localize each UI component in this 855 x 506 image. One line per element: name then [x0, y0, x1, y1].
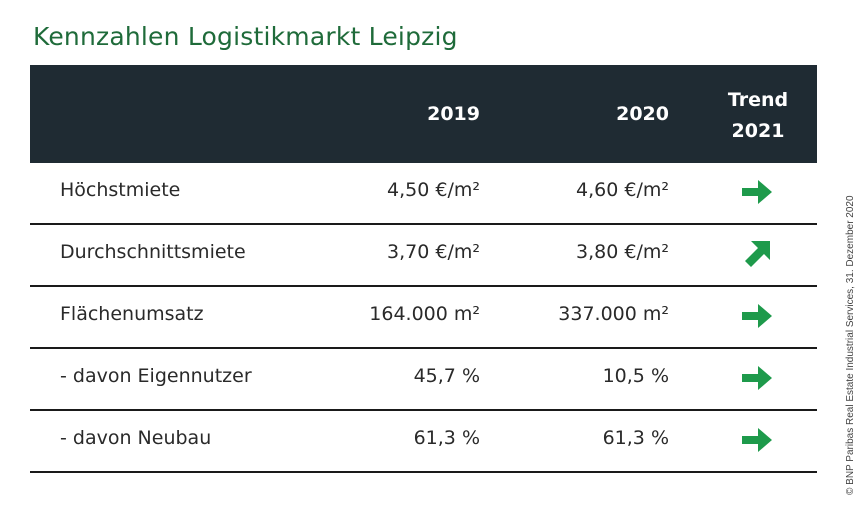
row-label: - davon Eigennutzer — [60, 365, 252, 387]
value-2020: 4,60 €/m² — [576, 179, 669, 201]
table-row: Flächenumsatz 164.000 m² 337.000 m² — [30, 287, 817, 349]
table-row: - davon Neubau 61,3 % 61,3 % — [30, 411, 817, 473]
row-label: Flächenumsatz — [60, 303, 204, 325]
table-header: 2019 2020 Trend 2021 — [30, 65, 817, 163]
copyright-note: © BNP Paribas Real Estate Industrial Ser… — [845, 195, 855, 495]
value-2020: 61,3 % — [602, 427, 669, 449]
value-2019: 164.000 m² — [369, 303, 480, 325]
row-label: Durchschnittsmiete — [60, 241, 246, 263]
value-2020: 337.000 m² — [558, 303, 669, 325]
header-trend: Trend 2021 — [723, 85, 793, 147]
value-2020: 3,80 €/m² — [576, 241, 669, 263]
table-row: Durchschnittsmiete 3,70 €/m² 3,80 €/m² — [30, 225, 817, 287]
row-label: Höchstmiete — [60, 179, 181, 201]
arrow-right-icon — [742, 428, 772, 452]
value-2019: 3,70 €/m² — [387, 241, 480, 263]
value-2019: 61,3 % — [413, 427, 480, 449]
header-2020: 2020 — [616, 103, 669, 125]
value-2019: 45,7 % — [413, 365, 480, 387]
header-trend-year: 2021 — [731, 120, 785, 142]
key-figures-table: 2019 2020 Trend 2021 Höchstmiete 4,50 €/… — [30, 65, 817, 473]
arrow-right-icon — [742, 304, 772, 328]
header-trend-label: Trend — [727, 89, 789, 111]
arrow-right-icon — [742, 366, 772, 390]
table-row: Höchstmiete 4,50 €/m² 4,60 €/m² — [30, 163, 817, 225]
arrow-up-right-icon — [745, 241, 770, 267]
value-2020: 10,5 % — [602, 365, 669, 387]
table-row: - davon Eigennutzer 45,7 % 10,5 % — [30, 349, 817, 411]
page-title: Kennzahlen Logistikmarkt Leipzig — [33, 22, 458, 51]
header-2019: 2019 — [427, 103, 480, 125]
row-label: - davon Neubau — [60, 427, 212, 449]
value-2019: 4,50 €/m² — [387, 179, 480, 201]
arrow-right-icon — [742, 180, 772, 204]
